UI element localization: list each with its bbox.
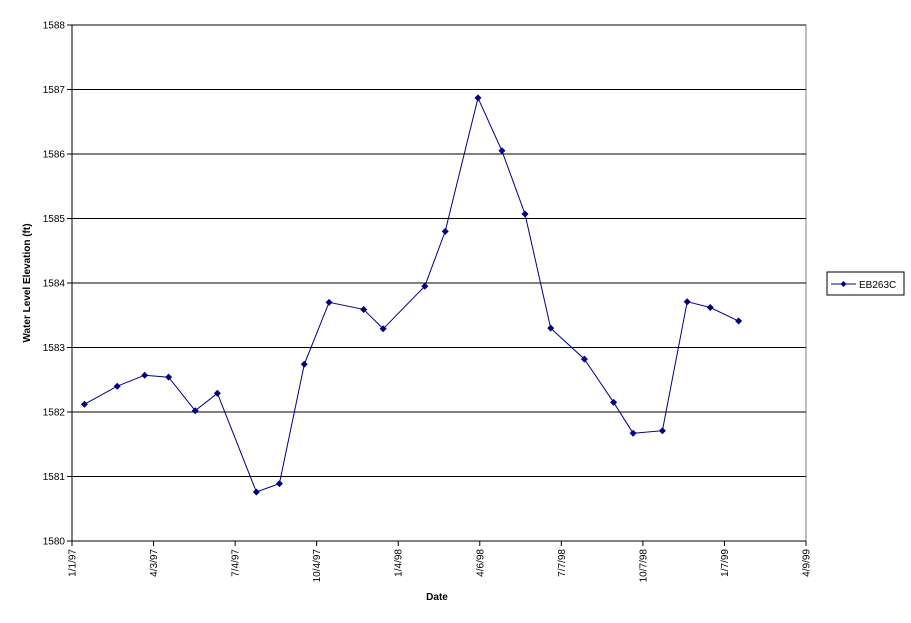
x-tick-label: 7/4/97 [231,549,242,577]
data-point-10 [360,305,368,313]
data-point-4 [191,407,199,415]
y-tick-label: 1580 [43,537,66,548]
data-point-13 [441,227,449,235]
x-tick-label: 4/9/99 [802,549,813,577]
data-point-19 [610,398,618,406]
y-tick-label: 1587 [43,85,66,96]
x-axis-ticks: 1/1/97 4/3/97 7/4/97 10/4/97 1/4/98 4/6/98 7/7… [68,541,813,582]
y-axis-ticks: 1580 1581 1582 1583 1584 1585 1586 1587 1588 [43,21,72,548]
legend-box [826,271,905,296]
legend-entry-label: EB263C [859,280,896,291]
data-point-16 [521,210,529,218]
data-point-12 [421,282,429,290]
data-point-7 [275,480,283,488]
data-point-23 [706,304,714,312]
x-tick-label: 7/7/98 [557,549,568,577]
data-point-21 [658,427,666,435]
x-tick-label: 1/7/99 [720,549,731,577]
data-point-11 [379,325,387,333]
data-point-8 [300,360,308,368]
data-point-15 [498,147,506,155]
data-point-17 [547,324,555,332]
x-tick-label: 4/6/98 [475,549,486,577]
data-point-14 [474,94,482,102]
x-tick-label: 1/1/97 [68,549,79,577]
data-point-0 [80,400,88,408]
series-layer [80,94,743,496]
y-tick-label: 1585 [43,214,66,225]
y-tick-label: 1582 [43,408,66,419]
data-point-18 [580,355,588,363]
x-axis-title: Date [426,592,448,603]
y-tick-label: 1583 [43,343,66,354]
data-point-24 [735,317,743,325]
data-point-5 [213,389,221,397]
x-tick-label: 1/4/98 [394,549,405,577]
x-tick-label: 10/4/97 [312,549,323,583]
y-tick-label: 1588 [43,21,66,32]
y-tick-label: 1586 [43,150,66,161]
legend-marker-diamond-icon [840,281,847,287]
y-tick-label: 1584 [43,279,66,290]
x-tick-label: 10/7/98 [638,549,649,583]
y-tick-label: 1581 [43,472,66,483]
legend: EB263C [826,271,905,296]
x-tick-label: 4/3/97 [149,549,160,577]
data-point-9 [325,298,333,306]
data-point-2 [141,371,149,379]
data-point-1 [113,382,121,390]
data-point-3 [165,373,173,381]
data-point-6 [252,488,260,496]
data-point-20 [629,429,637,437]
data-point-22 [683,298,691,306]
y-axis-title: Water Level Elevation (ft) [22,223,33,342]
